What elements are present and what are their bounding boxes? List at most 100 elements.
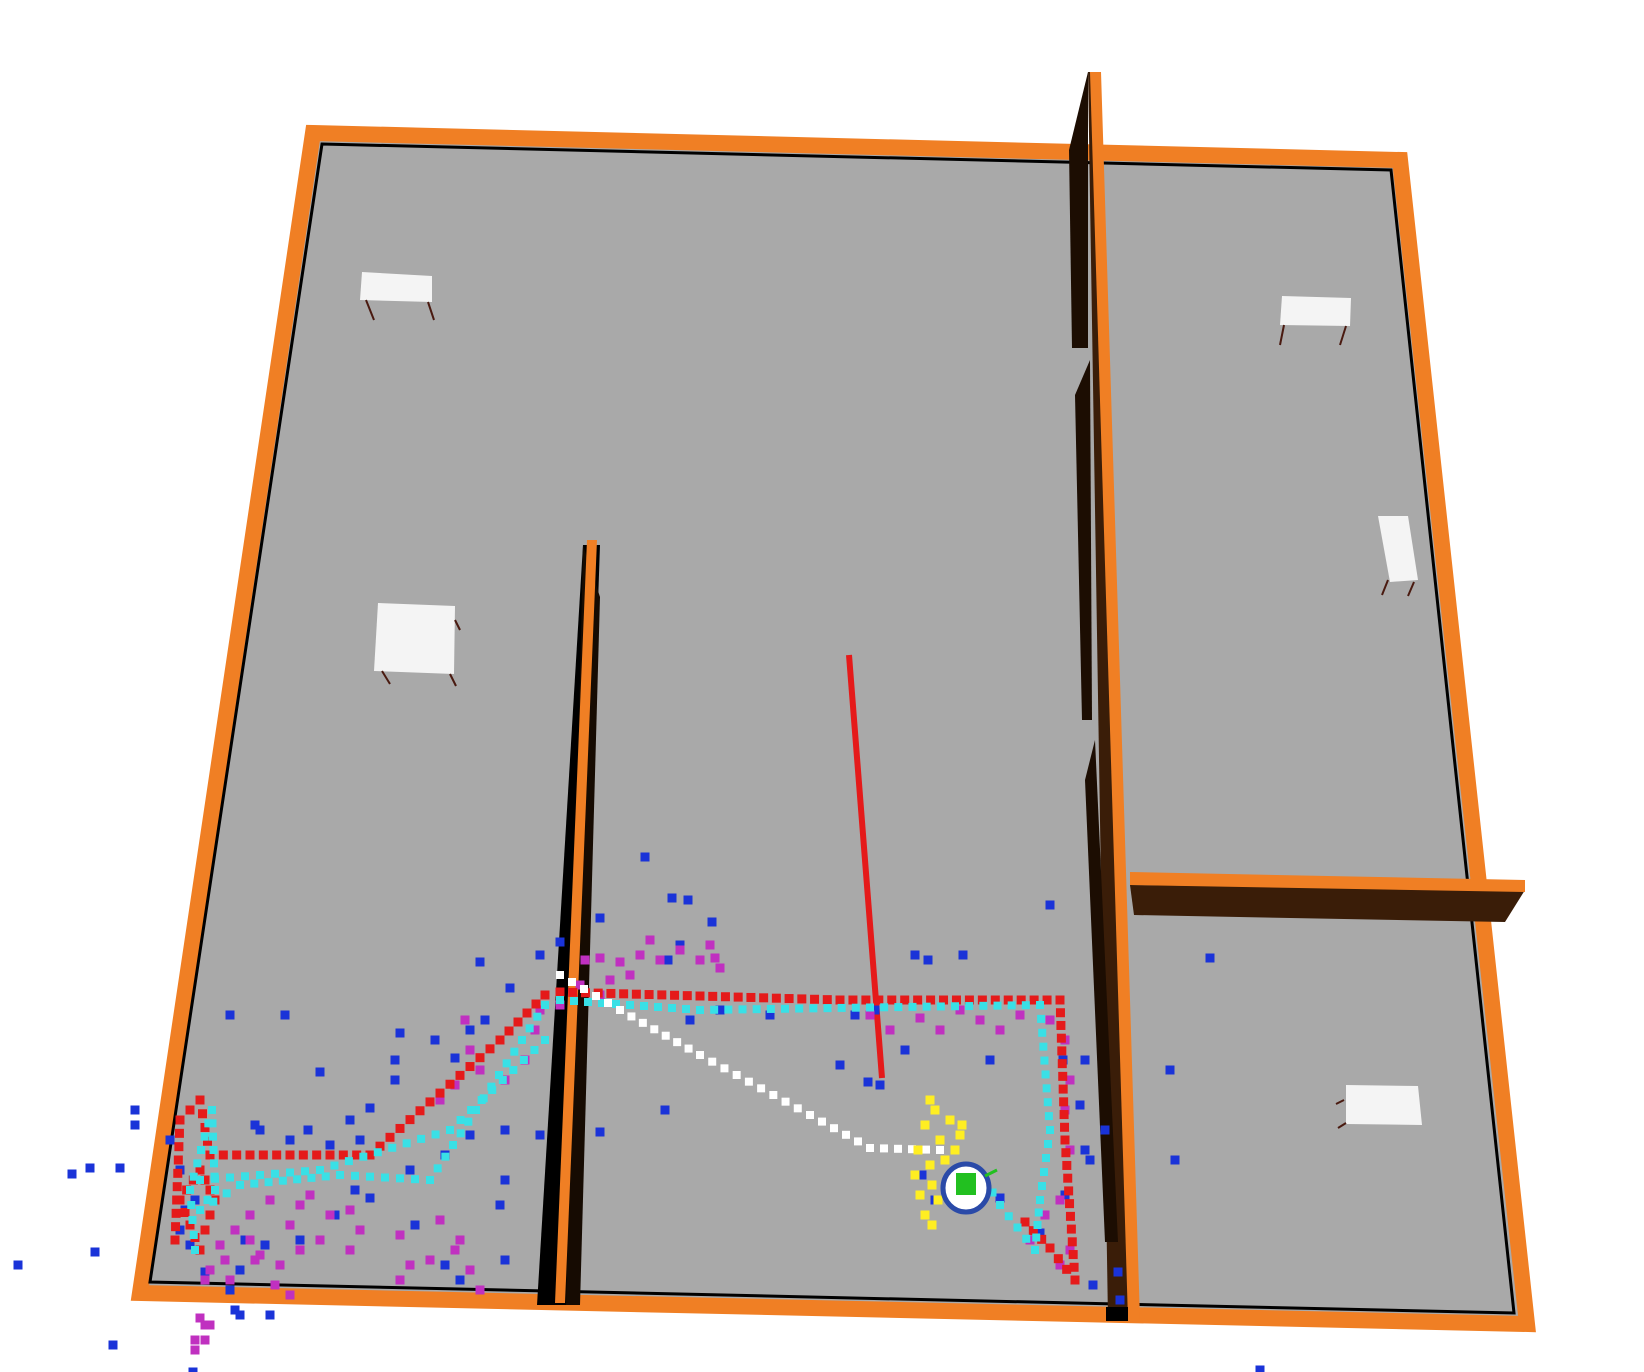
estimated-path-point [293, 1175, 302, 1184]
ground-truth-path-point [1029, 995, 1039, 1005]
laser-hit-point [1170, 1155, 1180, 1165]
estimated-path-point [1038, 1182, 1046, 1190]
ground-truth-path-point [939, 995, 949, 1005]
particle-point [530, 1025, 540, 1035]
odometry-path-point [806, 1111, 814, 1119]
odometry-path [556, 971, 944, 1154]
laser-hit-point [900, 1045, 910, 1055]
laser-hit-point [67, 1169, 77, 1179]
laser-hit-point [683, 895, 693, 905]
ground-truth-path-point [644, 990, 654, 1000]
estimated-path-point [344, 1157, 353, 1166]
laser-hit-point [995, 1193, 1005, 1203]
ground-truth-path-point [365, 1150, 375, 1160]
estimated-path-point [396, 1174, 404, 1183]
estimated-path-point [626, 1001, 634, 1009]
particle-point [595, 953, 605, 963]
estimated-path-point [196, 1206, 204, 1214]
odometry-path-point [650, 1025, 659, 1034]
ground-truth-path-point [631, 989, 641, 999]
estimated-path-point [894, 1003, 903, 1012]
ground-truth-path-point [1070, 1275, 1080, 1285]
estimated-path-point [402, 1139, 411, 1148]
estimated-path-point [226, 1173, 234, 1182]
table-5 [1335, 1085, 1422, 1129]
estimated-path-point [1036, 1001, 1044, 1009]
estimated-path-point [301, 1167, 309, 1176]
estimated-path-point [519, 1056, 528, 1064]
estimated-path-point [209, 1132, 217, 1141]
laser-hit-point [500, 1255, 510, 1265]
laser-hit-point [985, 1055, 995, 1065]
laser-hit-point [1080, 1145, 1090, 1155]
particle-point [580, 955, 590, 965]
laser-hit-point [265, 1310, 275, 1320]
laser-hit-point [500, 1125, 510, 1135]
particle-point [200, 1335, 210, 1345]
ground-truth-path-point [874, 995, 884, 1005]
particle-point [655, 955, 665, 965]
laser-hit-point [455, 1275, 465, 1285]
goal-marker-point [927, 1180, 937, 1190]
particle-point [195, 1313, 205, 1323]
laser-hit-point [365, 1193, 375, 1203]
particle-point [270, 1280, 280, 1290]
laser-hit-point [535, 950, 545, 960]
odometry-path-point [936, 1146, 944, 1154]
ground-truth-path-point [733, 992, 743, 1002]
particle-point [555, 1000, 565, 1010]
estimated-path-point [359, 1152, 368, 1161]
odometry-path-point [894, 1144, 902, 1153]
estimated-path-point [509, 1066, 518, 1074]
ground-truth-path-point [195, 1095, 205, 1105]
goal-marker-point [910, 1170, 920, 1180]
estimated-path-point [211, 1174, 219, 1183]
estimated-path-point [1007, 1001, 1016, 1010]
robot[interactable] [940, 1161, 998, 1215]
ground-truth-path-point [435, 1088, 445, 1098]
odometry-path-point [556, 971, 564, 979]
estimated-path-point [541, 1001, 549, 1009]
estimated-path-point [738, 1005, 747, 1014]
ground-truth-path-point [1069, 1262, 1079, 1272]
estimated-path-point [197, 1146, 205, 1154]
estimated-path-point [1042, 1084, 1051, 1093]
laser-hit-point [465, 1130, 475, 1140]
laser-hit-point [315, 1067, 325, 1077]
goal-marker-point [933, 1195, 943, 1205]
wall-right-divider [1069, 72, 1140, 1321]
ground-truth-path-point [670, 990, 680, 1000]
laser-hit-point [225, 1010, 235, 1020]
particle-point [635, 950, 645, 960]
odometry-path-point [638, 1018, 647, 1027]
odometry-path-point [732, 1071, 741, 1079]
particle-point [675, 945, 685, 955]
laser-hit-point [595, 1127, 605, 1137]
odometry-path-point [830, 1124, 838, 1133]
ground-truth-path-point [198, 1109, 207, 1119]
odometry-path-point [818, 1117, 826, 1126]
particle-point [190, 1345, 200, 1355]
estimated-path-point [204, 1119, 213, 1128]
ground-truth-path-point [848, 995, 858, 1005]
laser-hit-point [255, 1125, 265, 1135]
estimated-path-point [584, 998, 592, 1006]
estimated-path-point [200, 1132, 209, 1141]
ground-truth-path-point [540, 990, 550, 1000]
laser-hit-point [350, 1185, 360, 1195]
outer-walls [130, 124, 1536, 1333]
ground-truth-path-point [784, 994, 794, 1004]
ground-truth-path-point [180, 1208, 190, 1217]
estimated-path-point [1044, 1112, 1053, 1121]
particle-point [710, 953, 720, 963]
odometry-path-point [627, 1012, 636, 1021]
goal-marker-point [925, 1160, 935, 1170]
table-1 [360, 272, 435, 321]
ground-truth-path-point [338, 1150, 348, 1160]
estimated-path-point [488, 1086, 497, 1094]
estimated-path-point [556, 996, 564, 1004]
estimated-path-point [187, 1201, 196, 1209]
estimated-path-point [612, 1000, 620, 1008]
